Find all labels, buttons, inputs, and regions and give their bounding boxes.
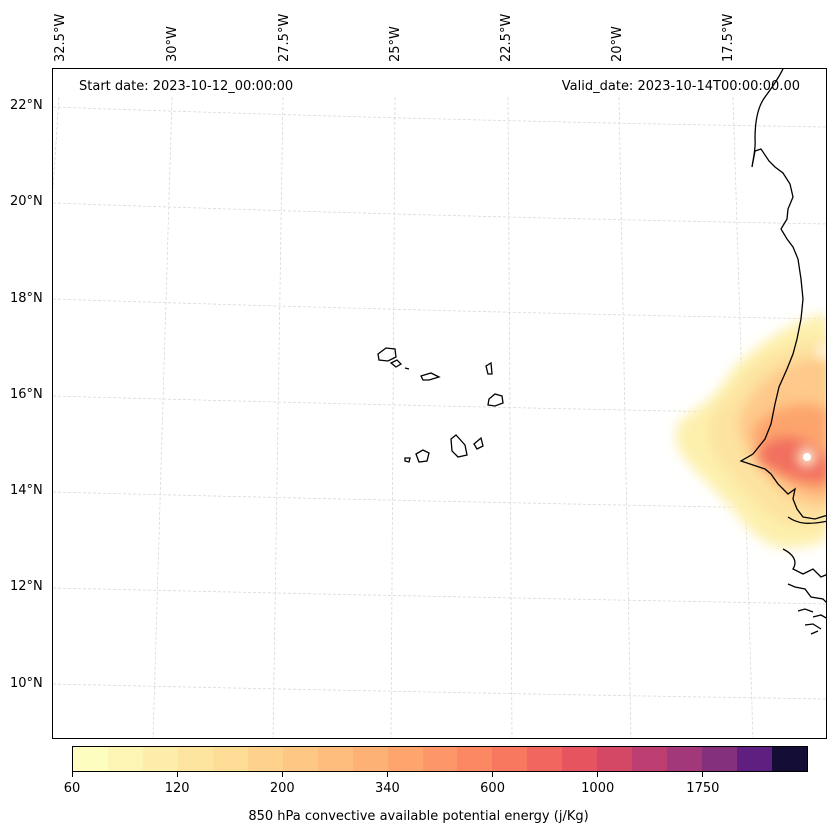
- lat-label-10n: 10°N: [10, 676, 43, 691]
- colorbar-segment-3: [177, 747, 213, 771]
- colorbar-segment-8: [352, 747, 388, 771]
- map-panel: Start date: 2023-10-12_00:00:00 Valid_da…: [52, 68, 827, 739]
- colorbar-segment-10: [422, 747, 458, 771]
- gambia-estuary: [787, 516, 826, 524]
- colorbar-tick: [281, 772, 283, 777]
- guinea-bissau-coast: [782, 548, 826, 578]
- colorbar-segment-16: [632, 747, 668, 771]
- cape-verde-santo-antao: [377, 347, 397, 362]
- cape-verde-boa-vista: [487, 393, 504, 407]
- lat-label-22n: 22°N: [10, 98, 43, 113]
- coastlines: [377, 69, 826, 635]
- colorbar-segment-1: [107, 747, 143, 771]
- colorbar-tick-label: 600: [480, 781, 505, 796]
- lon-label-32-5w: 32.5°W: [53, 13, 68, 62]
- bijagos-islands: [797, 608, 826, 635]
- colorbar-tick-label: 60: [63, 781, 81, 796]
- colorbar-tick: [597, 772, 599, 777]
- cape-verde-santiago: [450, 434, 468, 458]
- colorbar-tick-label: 200: [269, 781, 295, 796]
- colorbar-tick: [702, 772, 704, 777]
- colorbar-tick-label: 340: [375, 781, 400, 796]
- lon-label-30w: 30°W: [165, 26, 180, 62]
- colorbar-segment-9: [387, 747, 423, 771]
- colorbar-segment-4: [212, 747, 248, 771]
- cape-verde-santa-luzia: [404, 367, 410, 370]
- colorbar-segment-7: [317, 747, 353, 771]
- cape-verde-sal: [485, 361, 493, 375]
- colorbar-segment-15: [597, 747, 633, 771]
- colorbar-tick: [71, 772, 73, 777]
- cape-verde-maio: [473, 436, 484, 450]
- valid-date-label: Valid_date: 2023-10-14T00:00:00.00: [561, 79, 800, 94]
- lat-label-16n: 16°N: [10, 387, 43, 402]
- cape-verde-brava: [404, 457, 411, 463]
- colorbar-segment-19: [737, 747, 773, 771]
- colorbar-segment-13: [527, 747, 563, 771]
- colorbar-tick: [492, 772, 494, 777]
- colorbar-tick: [386, 772, 388, 777]
- lat-label-14n: 14°N: [10, 483, 43, 498]
- africa-coastline: [739, 69, 826, 520]
- colorbar-tick-label: 1750: [686, 781, 720, 796]
- colorbar-segment-14: [562, 747, 598, 771]
- colorbar-segment-5: [247, 747, 283, 771]
- colorbar-segment-2: [142, 747, 178, 771]
- colorbar-segment-6: [282, 747, 318, 771]
- cape-field: [676, 314, 826, 548]
- lat-label-18n: 18°N: [10, 291, 43, 306]
- colorbar-tick-label: 120: [164, 781, 190, 796]
- colorbar-segment-17: [667, 747, 703, 771]
- cape-verde-sao-nicolau: [420, 372, 441, 381]
- cape-verde-fogo: [415, 449, 430, 463]
- lat-label-20n: 20°N: [10, 194, 43, 209]
- colorbar-tick: [176, 772, 178, 777]
- colorbar-segment-20: [772, 747, 808, 771]
- lon-label-22-5w: 22.5°W: [499, 13, 514, 62]
- colorbar-tick-label: 1000: [581, 781, 615, 796]
- lon-label-27-5w: 27.5°W: [277, 13, 292, 62]
- colorbar-title: 850 hPa convective available potential e…: [248, 809, 589, 824]
- start-date-label: Start date: 2023-10-12_00:00:00: [79, 79, 294, 94]
- guinea-coast: [787, 583, 826, 603]
- cape-verde-sao-vicente: [389, 359, 403, 368]
- lon-label-17-5w: 17.5°W: [721, 13, 736, 62]
- colorbar: [72, 746, 808, 772]
- colorbar-segment-18: [702, 747, 738, 771]
- colorbar-segment-12: [492, 747, 528, 771]
- lon-label-25w: 25°W: [388, 26, 403, 62]
- map-canvas: [53, 69, 826, 738]
- lon-label-20w: 20°W: [610, 26, 625, 62]
- colorbar-segment-11: [457, 747, 493, 771]
- lat-label-12n: 12°N: [10, 579, 43, 594]
- graticule: [53, 96, 826, 738]
- colorbar-segment-0: [73, 747, 108, 771]
